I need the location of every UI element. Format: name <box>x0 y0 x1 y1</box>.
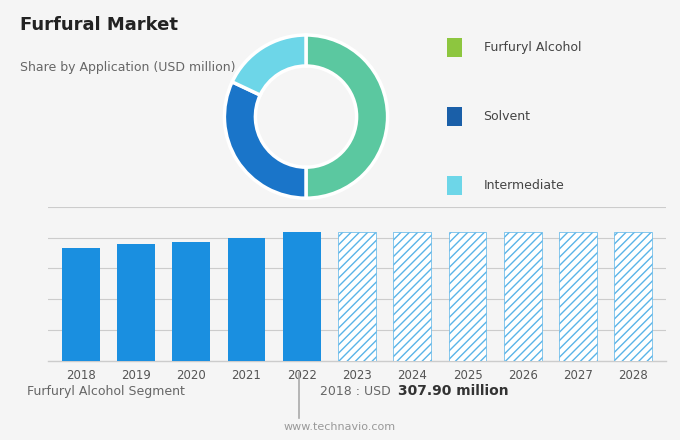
Bar <box>173 242 210 361</box>
Wedge shape <box>306 35 388 198</box>
Text: 2018 : USD: 2018 : USD <box>320 385 394 398</box>
Text: Intermediate: Intermediate <box>483 179 564 192</box>
Text: Furfural Market: Furfural Market <box>20 16 178 34</box>
Bar <box>559 232 597 361</box>
Text: Furfuryl Alcohol: Furfuryl Alcohol <box>483 41 581 54</box>
Bar <box>447 107 462 126</box>
Text: www.technavio.com: www.technavio.com <box>284 422 396 432</box>
Wedge shape <box>232 35 306 95</box>
Bar <box>504 232 541 361</box>
Bar <box>338 232 376 361</box>
Bar <box>62 248 99 361</box>
Bar <box>394 232 431 361</box>
Text: Share by Application (USD million): Share by Application (USD million) <box>20 61 236 73</box>
Bar <box>228 238 265 361</box>
Bar <box>447 38 462 57</box>
Bar <box>615 232 652 361</box>
Bar <box>117 244 155 361</box>
Text: Solvent: Solvent <box>483 110 530 123</box>
Text: Furfuryl Alcohol Segment: Furfuryl Alcohol Segment <box>27 385 185 398</box>
Bar <box>283 232 320 361</box>
Bar <box>449 232 486 361</box>
Text: 307.90 million: 307.90 million <box>398 385 509 398</box>
Bar <box>447 176 462 195</box>
Wedge shape <box>224 82 306 198</box>
